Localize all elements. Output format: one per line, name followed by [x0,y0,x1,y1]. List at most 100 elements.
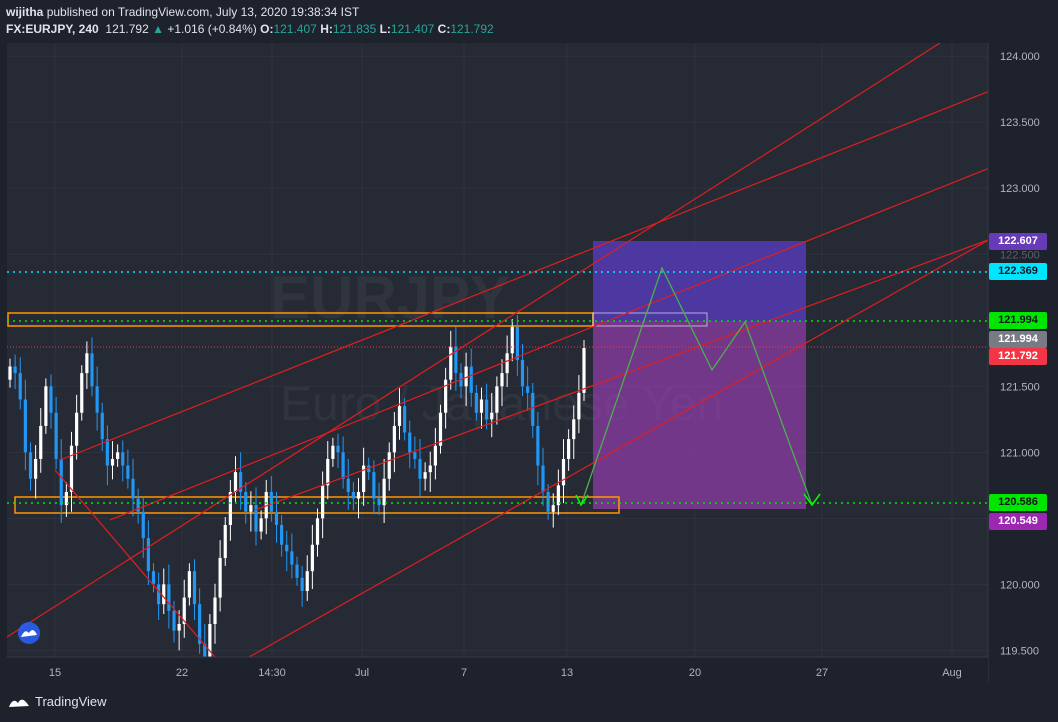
candle-body[interactable] [356,491,361,499]
candle-body[interactable] [367,465,371,473]
candle-body[interactable] [495,386,499,413]
candle-body[interactable] [187,571,191,598]
candle-body[interactable] [64,491,68,506]
candle-body[interactable] [444,379,448,413]
candle-body[interactable] [105,439,109,466]
candle-body[interactable] [162,584,166,605]
candle-body[interactable] [141,511,145,539]
candle-body[interactable] [90,353,94,387]
candle-body[interactable] [259,518,263,532]
candle-body[interactable] [464,366,468,387]
candle-body[interactable] [151,571,156,585]
candle-body[interactable] [505,353,509,374]
candle-body[interactable] [290,551,294,565]
candle-body[interactable] [49,386,53,413]
candle-body[interactable] [341,452,345,479]
candle-body[interactable] [80,373,84,413]
candle-body[interactable] [362,465,366,492]
projection-path[interactable] [575,266,821,507]
candle-body[interactable] [116,452,120,459]
candle-body[interactable] [121,452,125,466]
candle-body[interactable] [438,412,443,446]
candle-body[interactable] [18,373,22,400]
candle-body[interactable] [146,538,150,572]
candle-body[interactable] [433,445,437,466]
candle-body[interactable] [192,571,197,605]
candle-body[interactable] [551,505,555,512]
candle-body[interactable] [403,406,407,433]
candle-body[interactable] [479,399,484,413]
candle-body[interactable] [561,458,566,486]
candle-body[interactable] [428,465,432,473]
tradingview-brand[interactable]: TradingView [8,694,107,709]
candle-body[interactable] [372,472,376,499]
candle-body[interactable] [346,478,350,492]
candle-body[interactable] [228,491,232,525]
candle-body[interactable] [203,643,207,657]
candle-body[interactable] [136,498,140,512]
candle-body[interactable] [331,445,335,459]
candle-body[interactable] [233,472,238,492]
candle-body[interactable] [264,491,268,519]
candle-body[interactable] [474,392,478,413]
candle-body[interactable] [218,557,222,598]
candle-body[interactable] [500,373,504,387]
candle-body[interactable] [172,610,176,631]
candle-body[interactable] [469,366,473,393]
candle-body[interactable] [131,478,135,499]
candle-body[interactable] [326,458,330,486]
candle-body[interactable] [556,485,560,506]
candle-body[interactable] [490,412,494,420]
candle-body[interactable] [321,485,325,519]
candle-body[interactable] [223,524,227,558]
candle-body[interactable] [510,326,514,354]
candle-body[interactable] [408,432,412,453]
candle-body[interactable] [269,491,273,512]
candle-body[interactable] [310,544,314,572]
candle-body[interactable] [418,458,422,479]
candle-body[interactable] [315,518,320,545]
candle-body[interactable] [423,472,427,479]
candle-body[interactable] [392,425,396,453]
candle-body[interactable] [39,425,43,459]
candle-body[interactable] [336,445,340,453]
stop-zone-box[interactable] [593,321,806,509]
candle-body[interactable] [454,346,458,374]
candle-body[interactable] [274,511,279,525]
candle-body[interactable] [413,452,417,459]
candle-body[interactable] [387,452,391,479]
candle-body[interactable] [249,505,253,512]
candle-body[interactable] [85,353,89,374]
candle-body[interactable] [95,386,99,413]
candle-body[interactable] [69,445,74,492]
candle-body[interactable] [351,491,355,499]
candle-body[interactable] [54,412,58,459]
candle-body[interactable] [520,359,525,387]
candle-body[interactable] [239,472,243,492]
candle-body[interactable] [244,491,248,512]
candle-body[interactable] [531,392,535,426]
candle-body[interactable] [300,577,304,591]
candle-body[interactable] [485,399,489,420]
resistance-zone-ext[interactable] [592,312,708,327]
candle-body[interactable] [208,623,212,657]
candle-body[interactable] [541,465,545,492]
publisher-name[interactable]: wijitha [6,5,44,19]
candle-body[interactable] [449,346,453,380]
candle-body[interactable] [280,524,284,545]
candle-body[interactable] [34,458,38,479]
candle-body[interactable] [254,505,258,532]
candle-body[interactable] [213,597,217,624]
candle-body[interactable] [167,584,171,611]
candle-body[interactable] [126,465,130,479]
tradingview-chart-logo-icon[interactable] [18,622,40,644]
candle-body[interactable] [285,544,289,552]
candle-body[interactable] [23,399,27,453]
ascending-channel[interactable] [7,43,992,665]
candle-body[interactable] [13,366,17,374]
target-zone-box[interactable] [593,241,806,321]
candle-body[interactable] [177,623,181,631]
candle-body[interactable] [182,597,186,624]
candle-body[interactable] [198,604,202,644]
candle-body[interactable] [305,571,309,591]
